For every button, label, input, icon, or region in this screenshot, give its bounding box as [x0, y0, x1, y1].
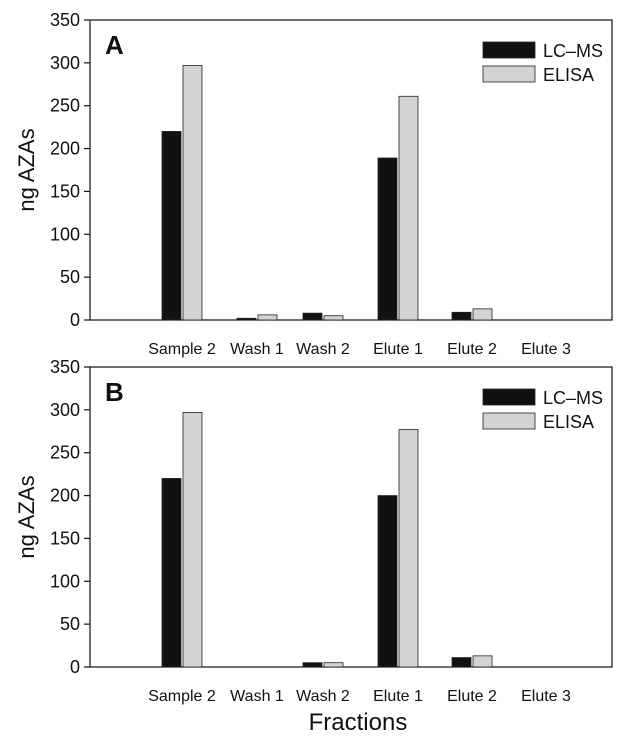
- bar-elisa: [182, 65, 203, 321]
- panel-a: 0 50 100 150 200 250 300 350 ng AZAs A Sample 2 Was…: [14, 10, 613, 358]
- x-tick-label: Elute 3: [521, 341, 571, 358]
- y-tick-label: 0: [70, 310, 80, 330]
- y-tick-label: 50: [60, 267, 80, 287]
- bar-lc-ms: [451, 657, 472, 668]
- y-tick-label: 350: [50, 357, 80, 377]
- bar-lc-ms: [302, 662, 323, 668]
- x-tick-label: Sample 2: [148, 341, 216, 358]
- bar-elisa: [323, 315, 344, 321]
- plot-frame: [89, 19, 613, 321]
- bar-elisa: [472, 655, 493, 668]
- bar-lc-ms: [451, 311, 472, 321]
- y-tick-label: 100: [50, 571, 80, 591]
- x-tick-label: Elute 1: [373, 341, 423, 358]
- panel-label: B: [105, 377, 124, 407]
- bar-lc-ms: [161, 478, 182, 668]
- x-tick-label: Sample 2: [148, 688, 216, 705]
- legend-label: LC–MS: [543, 41, 603, 61]
- x-tick-label: Wash 1: [230, 341, 284, 358]
- legend-label: ELISA: [543, 65, 594, 85]
- legend-label: LC–MS: [543, 388, 603, 408]
- plot-frame: [89, 366, 613, 668]
- x-tick-label: Elute 2: [447, 688, 497, 705]
- bar-elisa: [398, 429, 419, 668]
- bar-lc-ms: [161, 131, 182, 321]
- y-tick-label: 200: [50, 139, 80, 159]
- y-tick-label: 50: [60, 614, 80, 634]
- x-tick-label: Elute 1: [373, 688, 423, 705]
- y-axis-title: ng AZAs: [14, 475, 39, 558]
- y-tick-label: 350: [50, 10, 80, 30]
- y-tick-label: 200: [50, 486, 80, 506]
- x-tick-label: Elute 2: [447, 341, 497, 358]
- y-tick-label: 150: [50, 528, 80, 548]
- y-tick-label: 100: [50, 224, 80, 244]
- bar-elisa: [182, 412, 203, 668]
- legend-label: ELISA: [543, 412, 594, 432]
- bar-elisa: [398, 95, 419, 321]
- y-axis-title: ng AZAs: [14, 128, 39, 211]
- bar-elisa: [323, 662, 344, 668]
- legend-swatch: [482, 41, 536, 59]
- y-tick-label: 0: [70, 657, 80, 677]
- bar-lc-ms: [236, 317, 257, 321]
- y-tick-label: 150: [50, 181, 80, 201]
- legend-swatch: [482, 65, 536, 83]
- x-tick-label: Elute 3: [521, 688, 571, 705]
- legend-swatch: [482, 388, 536, 406]
- y-tick-label: 250: [50, 443, 80, 463]
- bar-lc-ms: [377, 157, 398, 321]
- legend-swatch: [482, 412, 536, 430]
- bar-lc-ms: [377, 495, 398, 668]
- bar-lc-ms: [302, 312, 323, 321]
- x-tick-label: Wash 1: [230, 688, 284, 705]
- bar-elisa: [472, 308, 493, 321]
- panel-b: 0 50 100 150 200 250 300 350 ng AZAs B Sample 2 Was…: [14, 357, 613, 705]
- x-axis-title: Fractions: [309, 709, 408, 736]
- panel-label: A: [105, 30, 124, 60]
- x-tick-label: Wash 2: [296, 688, 350, 705]
- y-tick-label: 300: [50, 53, 80, 73]
- bar-elisa: [257, 314, 278, 321]
- y-tick-label: 250: [50, 96, 80, 116]
- x-tick-label: Wash 2: [296, 341, 350, 358]
- y-tick-label: 300: [50, 400, 80, 420]
